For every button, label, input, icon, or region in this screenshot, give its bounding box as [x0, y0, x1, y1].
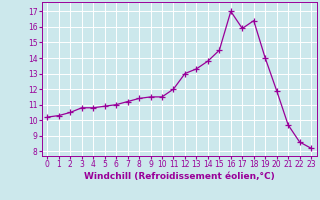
- X-axis label: Windchill (Refroidissement éolien,°C): Windchill (Refroidissement éolien,°C): [84, 172, 275, 181]
